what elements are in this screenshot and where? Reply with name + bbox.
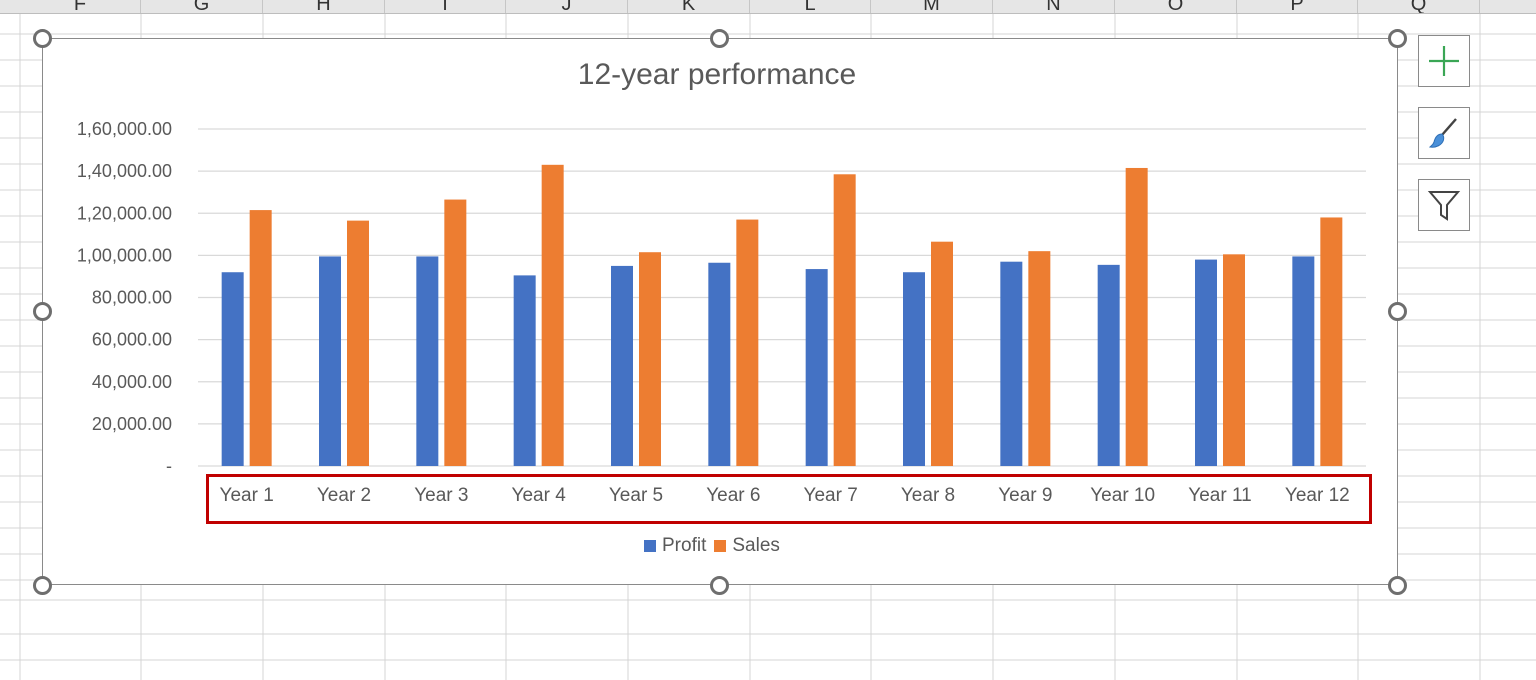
x-tick-label: Year 6: [706, 485, 760, 506]
bar-profit-3[interactable]: [416, 256, 439, 466]
bar-profit-9[interactable]: [1000, 261, 1023, 466]
x-tick-label: Year 2: [317, 485, 371, 506]
funnel-icon: [1427, 191, 1461, 221]
y-tick-label: 1,40,000.00: [77, 161, 172, 181]
chart-legend[interactable]: Profit Sales: [644, 534, 780, 558]
bar-profit-1[interactable]: [221, 272, 244, 466]
chart-elements-button[interactable]: [1418, 35, 1470, 87]
y-tick-label: 40,000.00: [92, 372, 172, 392]
bar-profit-10[interactable]: [1097, 264, 1120, 466]
resize-handle-bottom-left[interactable]: [33, 576, 52, 595]
column-header-o[interactable]: O: [1115, 0, 1237, 13]
y-tick-label: 1,60,000.00: [77, 119, 172, 139]
y-axis-tick-labels: - 20,000.00 40,000.00 60,000.00 80,000.00 1,0…: [77, 119, 172, 476]
bar-profit-5[interactable]: [611, 265, 633, 466]
bar-sales-10[interactable]: [1125, 167, 1148, 466]
legend-swatch-sales: [714, 540, 727, 552]
column-header-m[interactable]: M: [871, 0, 993, 13]
legend-swatch-profit: [644, 540, 656, 552]
column-header-p[interactable]: P: [1237, 0, 1358, 13]
x-tick-label: Year 3: [414, 485, 468, 506]
bar-sales-3[interactable]: [444, 199, 467, 466]
column-header-g[interactable]: G: [141, 0, 263, 13]
chart-gridlines: [198, 128, 1366, 467]
column-header-j[interactable]: J: [506, 0, 628, 13]
resize-handle-top-right[interactable]: [1388, 29, 1407, 48]
y-tick-label: 80,000.00: [92, 288, 172, 308]
bar-sales-1[interactable]: [249, 210, 272, 466]
legend-label-profit: Profit: [662, 535, 707, 556]
bar-sales-4[interactable]: [541, 164, 564, 466]
bar-sales-5[interactable]: [639, 252, 661, 466]
bar-sales-9[interactable]: [1028, 251, 1051, 466]
resize-handle-top[interactable]: [710, 29, 729, 48]
column-header-n[interactable]: N: [993, 0, 1115, 13]
bar-sales-7[interactable]: [833, 174, 856, 467]
x-tick-label: Year 11: [1188, 485, 1251, 506]
column-header-f[interactable]: F: [20, 0, 141, 13]
x-tick-label: Year 10: [1090, 485, 1155, 506]
bar-profit-7[interactable]: [805, 269, 828, 466]
x-tick-label: Year 4: [512, 485, 567, 506]
y-tick-label: 20,000.00: [92, 414, 172, 434]
y-tick-label: 1,00,000.00: [77, 245, 172, 265]
x-tick-label: Year 7: [804, 485, 858, 506]
column-header-k[interactable]: K: [628, 0, 750, 13]
x-tick-label: Year 1: [220, 485, 274, 506]
bar-profit-11[interactable]: [1195, 259, 1217, 466]
chart-bars: [221, 164, 1343, 467]
bar-profit-12[interactable]: [1292, 256, 1315, 466]
legend-item-sales: Sales: [714, 535, 780, 557]
x-tick-label: Year 9: [998, 485, 1052, 506]
resize-handle-top-left[interactable]: [33, 29, 52, 48]
resize-handle-bottom-right[interactable]: [1388, 576, 1407, 595]
bar-profit-8[interactable]: [903, 272, 925, 466]
legend-label-sales: Sales: [732, 535, 780, 556]
x-axis-tick-labels: Year 1 Year 2 Year 3 Year 4 Year 5 Year 6 Year…: [220, 485, 1350, 506]
resize-handle-bottom[interactable]: [710, 576, 729, 595]
bar-sales-6[interactable]: [736, 219, 759, 466]
x-tick-label: Year 12: [1285, 485, 1350, 506]
chart-title[interactable]: 12-year performance: [577, 58, 857, 91]
resize-handle-left[interactable]: [33, 302, 52, 321]
y-tick-label: 60,000.00: [92, 330, 172, 350]
chart-styles-button[interactable]: [1418, 107, 1470, 159]
resize-handle-right[interactable]: [1388, 302, 1407, 321]
bar-profit-4[interactable]: [513, 275, 536, 466]
x-tick-label: Year 5: [609, 485, 663, 506]
bar-sales-8[interactable]: [931, 241, 953, 466]
y-tick-label: 1,20,000.00: [77, 203, 172, 223]
column-header-q[interactable]: Q: [1358, 0, 1480, 13]
column-header-h[interactable]: H: [263, 0, 385, 13]
plus-icon: [1429, 46, 1459, 76]
bar-profit-2[interactable]: [319, 256, 341, 466]
bar-sales-12[interactable]: [1320, 217, 1343, 466]
legend-item-profit: Profit: [644, 535, 706, 557]
chart-filters-button[interactable]: [1418, 179, 1470, 231]
paintbrush-icon: [1428, 118, 1457, 148]
x-tick-label: Year 8: [901, 485, 955, 506]
column-header-i[interactable]: I: [385, 0, 506, 13]
bar-sales-11[interactable]: [1223, 254, 1245, 466]
y-tick-label: -: [166, 456, 172, 476]
column-header-l[interactable]: L: [750, 0, 871, 13]
axis-labels-highlight: [206, 474, 1372, 524]
bar-profit-6[interactable]: [708, 262, 731, 466]
bar-sales-2[interactable]: [347, 220, 369, 466]
